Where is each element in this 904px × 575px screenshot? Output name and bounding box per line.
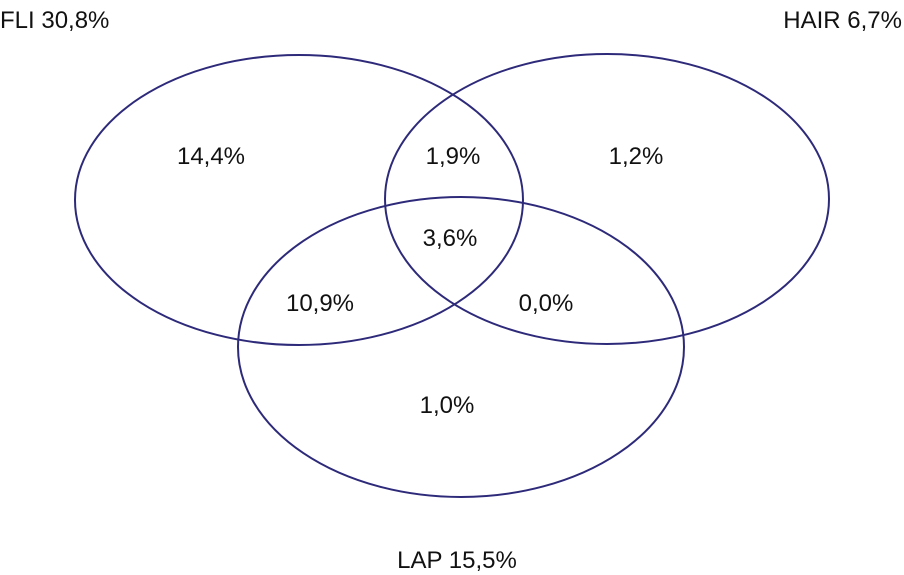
- fli-ellipse: [74, 54, 524, 346]
- region-hair-only: 1,2%: [609, 143, 664, 170]
- region-fli-hair: 1,9%: [426, 143, 481, 170]
- fli-set-label: FLI 30,8%: [0, 7, 109, 34]
- region-hair-lap: 0,0%: [519, 290, 574, 317]
- region-lap-only: 1,0%: [420, 392, 475, 419]
- hair-ellipse: [384, 53, 830, 345]
- region-fli-only: 14,4%: [177, 143, 245, 170]
- region-fli-lap: 10,9%: [286, 290, 354, 317]
- lap-ellipse: [237, 196, 685, 498]
- hair-set-label: HAIR 6,7%: [783, 7, 902, 34]
- region-all-three: 3,6%: [423, 225, 478, 252]
- lap-set-label: LAP 15,5%: [397, 547, 517, 574]
